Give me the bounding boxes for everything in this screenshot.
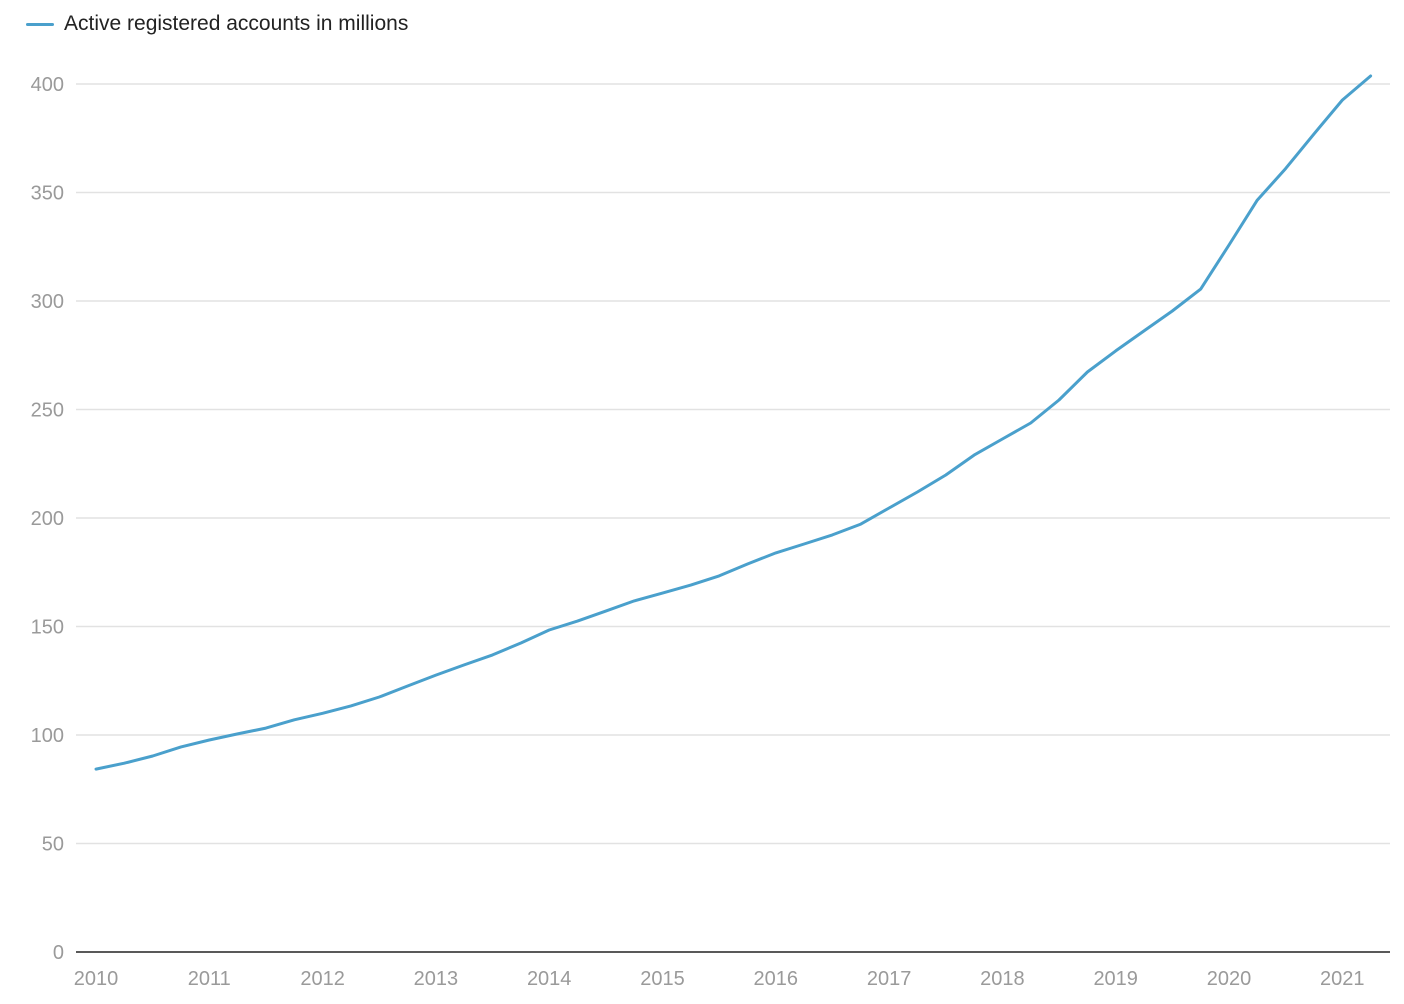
x-tick-label: 2015 — [640, 968, 685, 990]
y-tick-label: 50 — [42, 834, 64, 856]
x-tick-label: 2017 — [867, 968, 912, 990]
y-tick-label: 200 — [31, 508, 64, 530]
legend: Active registered accounts in millions — [26, 12, 408, 36]
legend-label: Active registered accounts in millions — [64, 12, 409, 35]
x-tick-label: 2021 — [1320, 968, 1365, 990]
x-tick-label: 2020 — [1207, 968, 1252, 990]
y-tick-label: 400 — [31, 74, 64, 96]
x-tick-label: 2018 — [980, 968, 1025, 990]
y-tick-label: 300 — [31, 291, 64, 313]
x-tick-label: 2019 — [1093, 968, 1138, 990]
y-tick-label: 150 — [31, 617, 64, 639]
x-tick-label: 2016 — [754, 968, 799, 990]
y-tick-label: 350 — [31, 183, 64, 205]
x-tick-label: 2014 — [527, 968, 572, 990]
series-line-active-accounts — [94, 74, 1373, 771]
x-tick-label: 2012 — [300, 968, 345, 990]
x-tick-label: 2013 — [414, 968, 459, 990]
y-tick-label: 100 — [31, 725, 64, 747]
legend-line-swatch — [26, 22, 54, 26]
y-tick-label: 0 — [53, 942, 64, 964]
y-tick-label: 250 — [31, 400, 64, 422]
x-tick-label: 2010 — [74, 968, 119, 990]
x-tick-label: 2011 — [188, 968, 231, 990]
